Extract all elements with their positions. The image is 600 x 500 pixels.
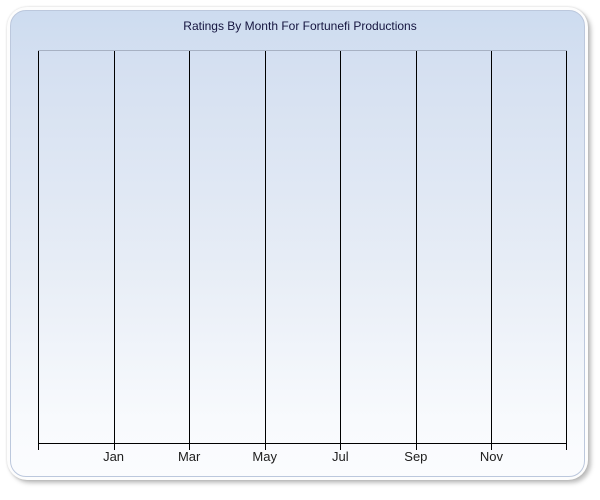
x-axis-tick [340, 444, 342, 450]
x-axis-tick [38, 444, 39, 450]
x-axis-labels: Jan Mar May Jul Sep Nov [38, 449, 567, 465]
x-axis-tick [113, 444, 115, 450]
chart-card [7, 7, 588, 480]
chart-card-background [10, 10, 585, 477]
x-axis-label: Mar [177, 449, 201, 464]
vertical-gridline [264, 51, 266, 443]
vertical-gridline [113, 51, 115, 443]
vertical-gridline [189, 51, 191, 443]
plot-area [38, 50, 567, 450]
vertical-gridline [491, 51, 493, 443]
x-axis-tick [566, 444, 567, 450]
x-axis-label: Jan [103, 449, 125, 464]
x-axis-tick [415, 444, 417, 450]
x-axis-label: Jul [331, 449, 349, 464]
x-axis-tick [491, 444, 493, 450]
x-axis-label: May [252, 449, 277, 464]
vertical-gridline [415, 51, 417, 443]
x-axis-tick [264, 444, 266, 450]
vertical-gridline [566, 51, 567, 443]
x-axis-tick [189, 444, 191, 450]
vertical-gridline [340, 51, 342, 443]
chart-title: Ratings By Month For Fortunefi Productio… [183, 19, 417, 33]
vertical-gridline [38, 51, 39, 443]
x-axis-label: Sep [404, 449, 428, 464]
x-axis-label: Nov [479, 449, 503, 464]
